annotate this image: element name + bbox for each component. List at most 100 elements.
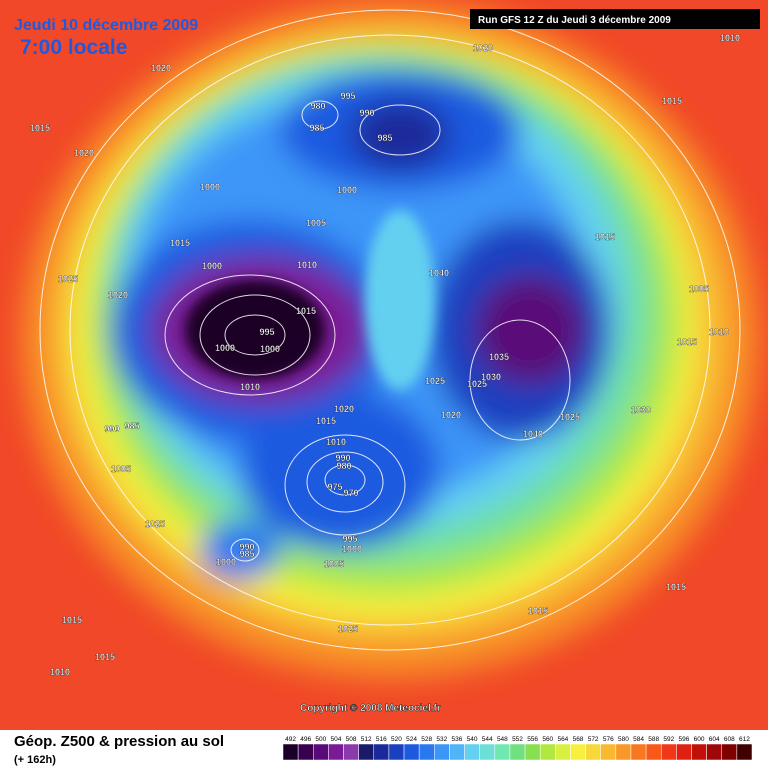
run-info: Run GFS 12 Z du Jeudi 3 décembre 2009: [478, 15, 671, 26]
isobar-label: 1020: [151, 63, 171, 73]
isobar-label: 1000: [216, 557, 236, 567]
scale-label: 536: [452, 736, 463, 743]
date-title: Jeudi 10 décembre 2009: [14, 17, 198, 34]
isobar-labels: 1020 1010 1020 1015 995 980 990 985 985 1015 1020 1…: [30, 33, 740, 677]
isobar-label: 1000: [215, 343, 235, 353]
scale-swatch: [691, 743, 707, 761]
scale-swatch: [555, 743, 571, 761]
scale-swatch: [358, 743, 375, 761]
scale-label: 496: [300, 736, 311, 743]
isobar-label: 980: [310, 101, 325, 111]
isobar-label: 990: [335, 453, 350, 463]
scale-swatch: [630, 743, 647, 761]
scale-swatch: [645, 743, 662, 761]
scale-swatch: [418, 743, 435, 761]
isobar-label: 1020: [74, 148, 94, 158]
isobar-label: 1005: [689, 284, 709, 294]
isobar-label: 1015: [170, 238, 190, 248]
isobar-label: 1010: [297, 260, 317, 270]
scale-label: 552: [512, 736, 523, 743]
isobar-label: 1020: [108, 290, 128, 300]
isobar-label: 1025: [145, 519, 165, 529]
scale-swatch: [615, 743, 632, 761]
scale-swatch: [600, 743, 617, 761]
scale-swatch: [434, 743, 450, 761]
copyright: Copyright © 2008 Meteociel.fr: [300, 703, 441, 714]
isobar-label: 1025: [467, 379, 487, 389]
scale-label: 520: [391, 736, 402, 743]
scale-label: 556: [527, 736, 538, 743]
isobar-label: 1005: [306, 218, 326, 228]
scale-label: 568: [573, 736, 584, 743]
isobar-label: 990: [359, 108, 374, 118]
isobar-label: 1015: [296, 306, 316, 316]
scale-label: 512: [361, 736, 372, 743]
scale-label: 524: [406, 736, 417, 743]
scale-label: 572: [588, 736, 599, 743]
scale-swatch: [449, 743, 465, 761]
isobar-label: 1025: [560, 412, 580, 422]
scale-swatch: [570, 743, 586, 761]
isobar-label: 1025: [338, 624, 358, 634]
isobar-label: 1025: [58, 274, 78, 284]
isobar-label: 1020: [334, 404, 354, 414]
isobar-label: 1000: [260, 344, 280, 354]
isobar-label: 995: [259, 327, 274, 337]
scale-label: 516: [376, 736, 387, 743]
isobar-label: 1010: [720, 33, 740, 43]
isobar-label: 1010: [709, 327, 729, 337]
isobar-label: 985: [239, 549, 254, 559]
scale-swatch: [524, 743, 541, 761]
isobar-label: 1030: [481, 372, 501, 382]
scale-swatch: [464, 743, 480, 761]
isobar-label: 1040: [429, 268, 449, 278]
scale-swatch: [282, 743, 299, 761]
isobar-label: 1005: [324, 559, 344, 569]
forecast-lead: (+ 162h): [14, 754, 56, 766]
isobar-label: 985: [124, 421, 139, 431]
isobar-label: 1015: [677, 337, 697, 347]
scale-label: 608: [724, 736, 735, 743]
scale-label: 532: [436, 736, 447, 743]
scale-label: 604: [709, 736, 720, 743]
color-scale: 492 496 500 504 508 512 516 520 524 528 532 536 540 5…: [282, 736, 753, 761]
scale-label: 560: [542, 736, 553, 743]
scale-label: 600: [694, 736, 705, 743]
isobar-label: 1005: [111, 464, 131, 474]
isobar-label: 1025: [425, 376, 445, 386]
isobar-label: 1030: [631, 405, 651, 415]
scale-swatch: [676, 743, 692, 761]
scale-swatch: [494, 743, 511, 761]
scale-swatch: [388, 743, 405, 761]
scale-swatch: [736, 743, 753, 761]
isobar-label: 985: [309, 123, 324, 133]
isobar-label: 1015: [595, 232, 615, 242]
footer-title: Géop. Z500 & pression au sol: [14, 733, 224, 750]
isobar-label: 1000: [342, 544, 362, 554]
isobar-label: 1015: [95, 652, 115, 662]
scale-label: 580: [618, 736, 629, 743]
scale-swatch: [721, 743, 738, 761]
scale-swatch: [479, 743, 496, 761]
scale-label: 492: [285, 736, 296, 743]
scale-swatch: [706, 743, 722, 761]
isobar-label: 1020: [473, 43, 493, 53]
scale-label: 528: [421, 736, 432, 743]
scale-swatch: [509, 743, 526, 761]
isobar-label: 1010: [326, 437, 346, 447]
isobar-label: 970: [343, 488, 358, 498]
isobar-label: 1035: [489, 352, 509, 362]
scale-swatch: [539, 743, 556, 761]
isobar-label: 1015: [316, 416, 336, 426]
scale-swatch: [373, 743, 390, 761]
scale-swatch: [403, 743, 420, 761]
scale-label: 500: [315, 736, 326, 743]
scale-swatch: [660, 743, 677, 761]
scale-label: 588: [648, 736, 659, 743]
run-banner: [470, 9, 760, 29]
time-title: 7:00 locale: [20, 36, 127, 59]
isobar-label: 995: [340, 91, 355, 101]
scale-label: 596: [678, 736, 689, 743]
isobar-label: 985: [377, 133, 392, 143]
scale-swatch: [343, 743, 359, 761]
